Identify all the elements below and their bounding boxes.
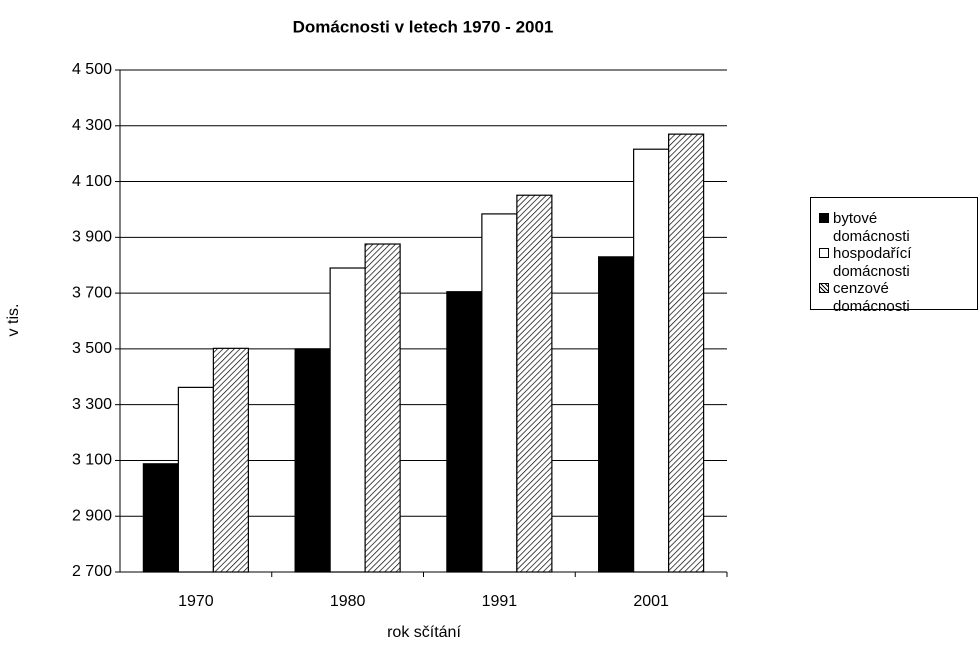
- y-tick-label: 2 700: [72, 563, 112, 580]
- x-tick-label: 1970: [178, 593, 214, 610]
- y-tick-label: 3 700: [72, 284, 112, 301]
- y-axis-label: v tis.: [5, 304, 22, 337]
- legend-label: cenzové domácnosti: [833, 280, 910, 315]
- y-tick-label: 3 100: [72, 452, 112, 469]
- bar: [329, 267, 366, 573]
- legend-swatch: [819, 248, 829, 258]
- y-tick-label: 3 300: [72, 396, 112, 413]
- bar: [598, 256, 635, 573]
- bar: [481, 213, 518, 573]
- legend-swatch: [819, 213, 829, 223]
- bar: [142, 463, 179, 573]
- legend-label: bytové domácnosti: [833, 210, 910, 245]
- bar: [177, 386, 214, 573]
- bar: [668, 133, 705, 573]
- legend-label: hospodařící domácnosti: [833, 245, 912, 280]
- chart-title: Domácnosti v letech 1970 - 2001: [293, 17, 554, 36]
- bar: [212, 347, 249, 573]
- legend-swatch: [819, 283, 829, 293]
- y-tick-label: 4 100: [72, 173, 112, 190]
- bar: [294, 348, 331, 573]
- legend: bytové domácnosti hospodařící domácnosti c…: [810, 197, 978, 315]
- y-tick-label: 4 300: [72, 117, 112, 134]
- y-tick-label: 4 500: [72, 61, 112, 78]
- x-tick-label: 1991: [482, 593, 518, 610]
- y-tick-label: 3 500: [72, 340, 112, 357]
- x-tick-label: 1980: [330, 593, 366, 610]
- bar: [516, 194, 553, 573]
- y-tick-label: 2 900: [72, 507, 112, 524]
- x-axis-label: rok sčítání: [387, 624, 461, 641]
- bar: [446, 291, 483, 573]
- bar: [364, 243, 401, 573]
- bar: [633, 148, 670, 573]
- y-tick-label: 3 900: [72, 229, 112, 246]
- x-tick-label: 2001: [633, 593, 669, 610]
